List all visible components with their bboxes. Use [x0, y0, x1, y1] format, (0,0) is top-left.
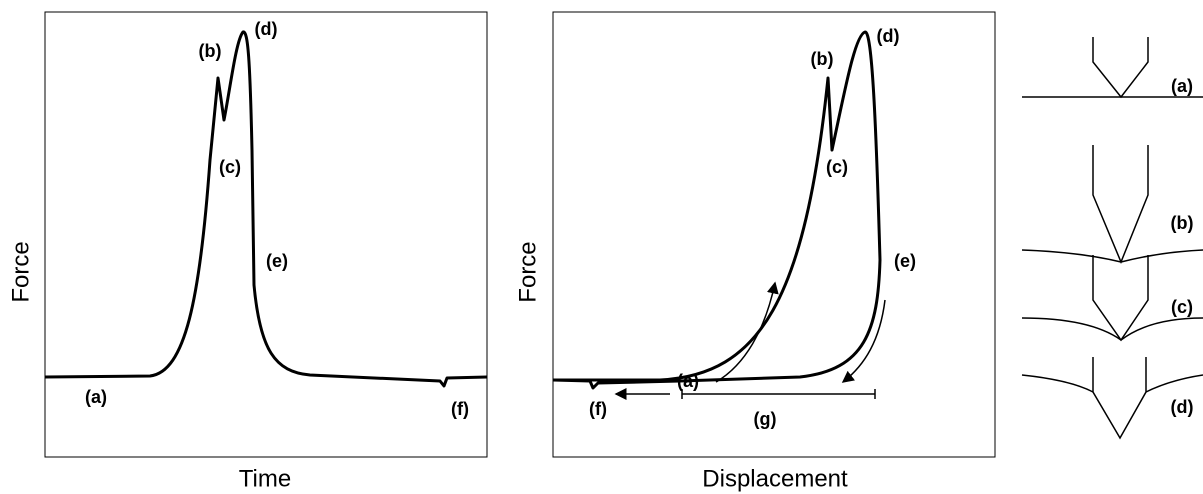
point-label: (e)	[894, 251, 916, 271]
point-label: (e)	[266, 251, 288, 271]
indenter-schematic	[1021, 357, 1203, 440]
point-label: (d)	[877, 26, 900, 46]
point-label: (a)	[85, 387, 107, 407]
y-axis-label: Force	[7, 241, 34, 302]
force-displacement-curve	[552, 30, 882, 390]
stage-label: (b)	[1171, 213, 1194, 233]
point-label: (d)	[255, 19, 278, 39]
stage-label: (a)	[1171, 76, 1193, 96]
indenter-schematic	[1021, 145, 1203, 264]
plot-frame	[44, 11, 488, 458]
x-axis-label: Displacement	[702, 465, 848, 492]
bracket	[681, 389, 876, 399]
point-label: (b)	[811, 49, 834, 69]
y-axis-label: Force	[514, 241, 541, 302]
indenter-schematic	[1021, 255, 1203, 342]
force-time-curve	[44, 30, 488, 388]
point-label: (g)	[754, 409, 777, 429]
point-label: (b)	[199, 41, 222, 61]
point-label: (c)	[219, 157, 241, 177]
x-axis-label: Time	[239, 465, 291, 492]
point-label: (c)	[826, 157, 848, 177]
stage-label: (d)	[1171, 397, 1194, 417]
arrow	[841, 299, 886, 383]
point-label: (f)	[451, 399, 469, 419]
stage-label: (c)	[1171, 297, 1193, 317]
point-label: (f)	[589, 399, 607, 419]
indenter-schematic	[1022, 37, 1203, 99]
plot-frame	[552, 11, 996, 458]
arrow	[715, 281, 779, 383]
point-label: (a)	[677, 371, 699, 391]
